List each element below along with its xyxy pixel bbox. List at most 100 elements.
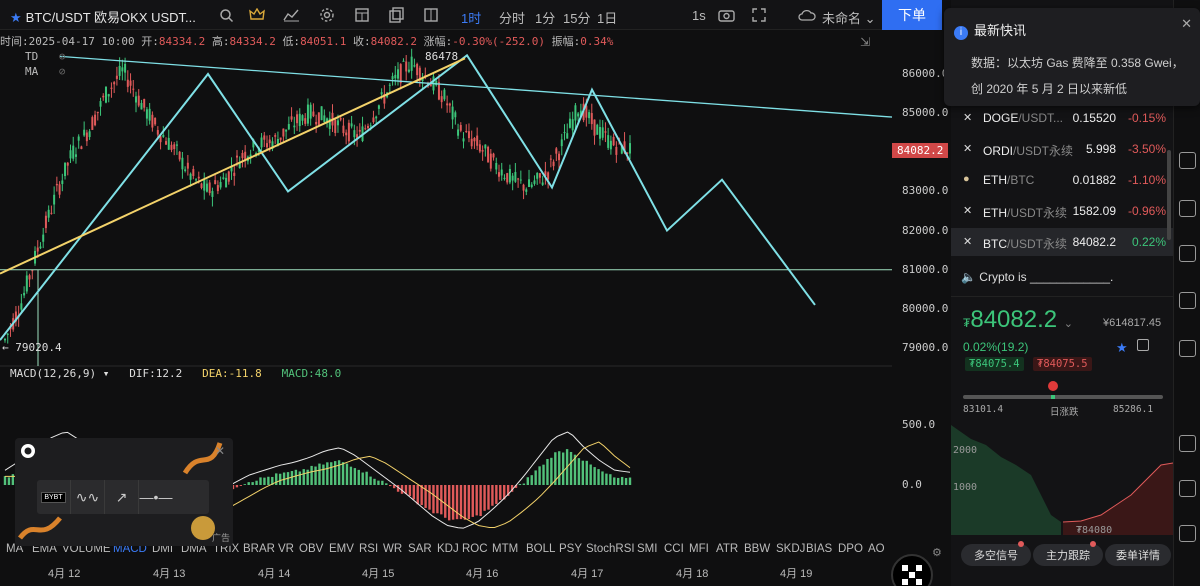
crypto-ticker-text[interactable]: 🔈 Crypto is ____________. xyxy=(961,270,1114,284)
indicator-tab-volume[interactable]: VOLUME xyxy=(62,543,111,555)
side-tool-icon[interactable] xyxy=(1179,340,1196,357)
indicator-tab-rsi[interactable]: RSI xyxy=(359,543,379,555)
timeframe-1d[interactable]: 1日 xyxy=(597,11,618,26)
side-tool-icon[interactable] xyxy=(1179,292,1196,309)
ad-close-icon[interactable]: ✕ xyxy=(214,444,225,458)
search-icon[interactable] xyxy=(216,5,236,25)
template-icon[interactable] xyxy=(421,5,441,25)
ray-tool-icon[interactable]: ↗ xyxy=(105,480,139,514)
bid-price[interactable]: ₮84075.4 xyxy=(965,357,1024,371)
candle-body xyxy=(588,112,591,119)
indicator-tab-bias[interactable]: BIAS xyxy=(806,543,833,555)
watchlist-row-ordi[interactable]: ✕ ORDI/USDT永续 5.998 -3.50% xyxy=(951,135,1173,163)
eye-off-icon[interactable]: ⊘ xyxy=(58,65,66,78)
cloud-icon[interactable] xyxy=(797,5,817,25)
indicator-tab-smi[interactable]: SMI xyxy=(637,543,658,555)
news-popup[interactable]: i 最新快讯 ✕ 数据：以太坊 Gas 费降至 0.358 Gwei，创 2020… xyxy=(944,8,1200,106)
indicator-tab-mfi[interactable]: MFI xyxy=(689,543,709,555)
candle-body xyxy=(216,185,219,192)
indicator-td[interactable]: TD ⊘ xyxy=(25,50,66,63)
order-detail-button[interactable]: 委单详情 xyxy=(1105,544,1171,566)
indicator-tab-stochrsi[interactable]: StochRSI xyxy=(586,543,635,555)
indicator-tab-obv[interactable]: OBV xyxy=(299,543,324,555)
indicator-tab-ema[interactable]: EMA xyxy=(32,543,57,555)
indicator-tab-atr[interactable]: ATR xyxy=(716,543,739,555)
depth-chart[interactable] xyxy=(951,425,1173,535)
side-tool-icon[interactable] xyxy=(1179,435,1196,452)
side-tool-icon[interactable] xyxy=(1179,200,1196,217)
side-tool-icon[interactable] xyxy=(1179,152,1196,169)
indicator-tab-ma[interactable]: MA xyxy=(6,543,24,555)
order-button[interactable]: 下单 xyxy=(882,0,942,30)
layout-icon[interactable] xyxy=(352,5,372,25)
candle-body xyxy=(552,161,555,167)
eye-off-icon[interactable]: ⊘ xyxy=(58,50,66,63)
indicator-tab-vr[interactable]: VR xyxy=(278,543,294,555)
candle-body xyxy=(6,333,9,335)
camera-icon[interactable] xyxy=(716,5,736,25)
seconds-toggle[interactable]: 1s xyxy=(692,8,706,23)
indicator-tab-bbw[interactable]: BBW xyxy=(744,543,771,555)
indicator-tab-kdj[interactable]: KDJ xyxy=(437,543,459,555)
indicator-tab-wr[interactable]: WR xyxy=(383,543,403,555)
side-tool-icon[interactable] xyxy=(1179,480,1196,497)
timeframe-1m[interactable]: 1分 xyxy=(535,11,556,26)
indicator-tab-ao[interactable]: AO xyxy=(868,543,885,555)
indicator-tab-sar[interactable]: SAR xyxy=(408,543,432,555)
indicator-tab-brar[interactable]: BRAR xyxy=(243,543,275,555)
favorite-star-icon[interactable]: ★ xyxy=(1116,340,1128,355)
timeframe-tick[interactable]: 分时 xyxy=(499,11,526,26)
chevron-down-icon[interactable]: ▾ xyxy=(102,367,110,380)
macd-bar xyxy=(420,485,423,506)
watchlist-row-btc[interactable]: ✕ BTC/USDT永续 84082.2 0.22% xyxy=(951,228,1173,256)
indicator-tab-dmi[interactable]: DMI xyxy=(152,543,174,555)
indicator-tab-dpo[interactable]: DPO xyxy=(838,543,863,555)
main-force-tracking-button[interactable]: 主力跟踪 xyxy=(1033,544,1103,566)
timeframe-1h[interactable]: 1时 xyxy=(461,11,482,26)
settings-gear-icon[interactable] xyxy=(317,5,337,25)
indicator-tab-skdj[interactable]: SKDJ xyxy=(776,543,806,555)
indicator-tab-roc[interactable]: ROC xyxy=(462,543,488,555)
watchlist-row-eth[interactable]: ● ETH/BTC 0.01882 -1.10% xyxy=(951,166,1173,194)
ask-price[interactable]: ₮84075.5 xyxy=(1033,357,1092,371)
indicator-ma[interactable]: MA ⊘ xyxy=(25,65,66,78)
watchlist-row-doge[interactable]: ✕ DOGE/USDT... 0.15520 -0.15% xyxy=(951,104,1173,132)
copy-icon[interactable] xyxy=(387,5,407,25)
macd-bar xyxy=(487,485,490,510)
timeframe-15m[interactable]: 15分 xyxy=(563,11,591,26)
side-tool-icon[interactable] xyxy=(1179,525,1196,542)
favorite-star-icon[interactable]: ★ xyxy=(10,10,22,25)
watchlist-scrollbar[interactable] xyxy=(1167,150,1171,240)
indicator-tab-dma[interactable]: DMA xyxy=(181,543,207,555)
symbol-title[interactable]: ★ BTC/USDT 欧易OKX USDT... xyxy=(10,7,196,26)
indicator-tab-emv[interactable]: EMV xyxy=(329,543,354,555)
chevron-down-icon[interactable]: ⌄ xyxy=(1063,318,1073,330)
okx-logo-icon[interactable] xyxy=(891,554,933,586)
collapse-icon[interactable]: ⇲ xyxy=(860,35,871,49)
side-tool-icon[interactable] xyxy=(1179,245,1196,262)
macd-bar xyxy=(357,469,360,485)
indicator-tab-mtm[interactable]: MTM xyxy=(492,543,519,555)
macd-bar xyxy=(341,462,345,485)
x-date-label: 4月 15 xyxy=(362,568,395,580)
fullscreen-icon[interactable] xyxy=(749,5,769,25)
indicator-tab-cci[interactable]: CCI xyxy=(664,543,684,555)
wave-tool-icon[interactable]: ∿∿ xyxy=(71,480,105,514)
indicator-tab-psy[interactable]: PSY xyxy=(559,543,583,555)
crown-icon[interactable] xyxy=(247,5,267,25)
trend-line-yellow xyxy=(0,57,466,275)
hline-tool-icon[interactable]: —•— xyxy=(139,489,173,505)
share-icon[interactable] xyxy=(1137,339,1149,351)
ad-banner[interactable]: ✕ BYBT ∿∿ ↗ —•— 广告 xyxy=(15,438,233,546)
watchlist-row-eth[interactable]: ✕ ETH/USDT永续 1582.09 -0.96% xyxy=(951,197,1173,225)
indicator-tab-macd[interactable]: MACD xyxy=(113,543,147,555)
settings-small-icon[interactable]: ⚙ xyxy=(932,547,942,559)
chart-area[interactable]: 时间:2025-04-17 10:00 开:84334.2 高:84334.2 … xyxy=(0,30,949,586)
news-close-icon[interactable]: ✕ xyxy=(1181,16,1192,31)
indicator-icon[interactable] xyxy=(281,5,301,25)
layout-name[interactable]: 未命名 ⌄ xyxy=(822,11,876,26)
long-short-signal-button[interactable]: 多空信号 xyxy=(961,544,1031,566)
indicator-tab-trix[interactable]: TRIX xyxy=(213,543,240,555)
candle-body xyxy=(601,127,604,138)
indicator-tab-boll[interactable]: BOLL xyxy=(526,543,556,555)
